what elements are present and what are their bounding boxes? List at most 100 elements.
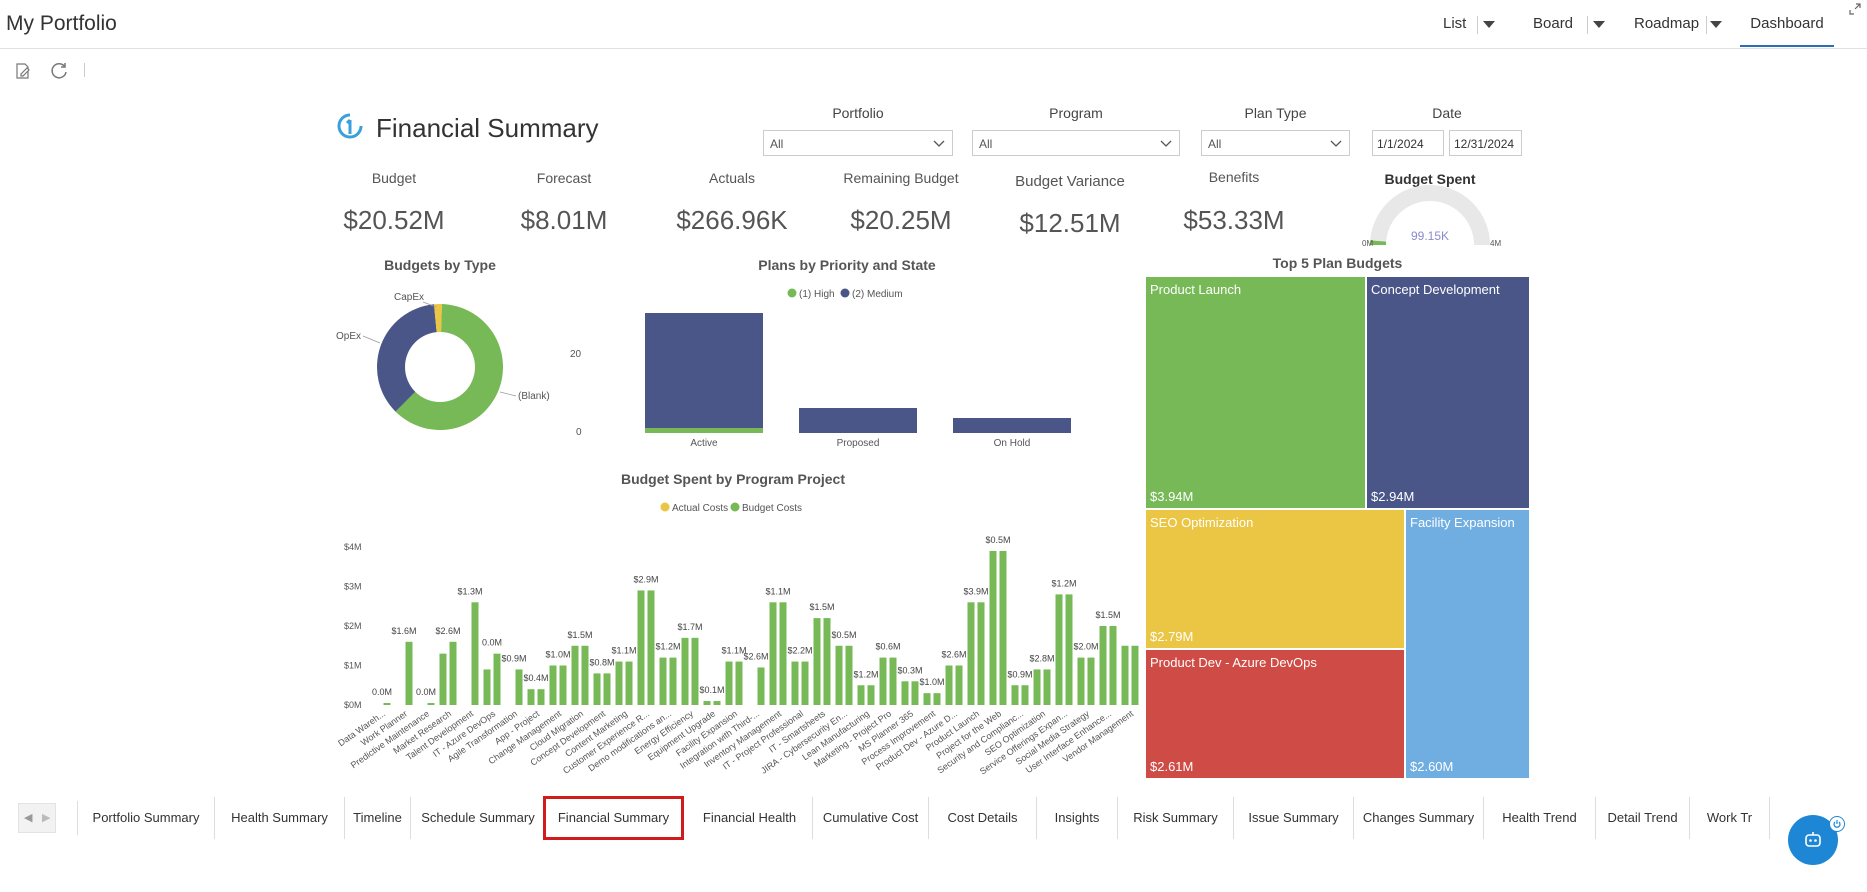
budget-costs-bar — [725, 661, 733, 705]
roadmap-dropdown-icon[interactable] — [1710, 21, 1722, 28]
y-tick-label: $2M — [344, 621, 362, 631]
data-label: 0.0M — [416, 687, 436, 697]
bot-icon — [1805, 832, 1821, 847]
tile-value: $2.61M — [1150, 759, 1194, 774]
budget-costs-bar — [757, 667, 765, 705]
refresh-icon[interactable] — [50, 61, 70, 81]
budget-costs-bar — [955, 665, 963, 705]
benefits-kpi-value: $53.33M — [1183, 205, 1285, 235]
gauge-min-label: 0M — [1362, 239, 1373, 248]
expand-icon[interactable] — [1848, 2, 1862, 16]
list-dropdown-icon[interactable] — [1483, 21, 1495, 28]
data-label: $1.0M — [919, 677, 944, 687]
program-filter-label: Program — [1049, 105, 1103, 121]
tab-scroll-buttons: ◀ ▶ — [18, 803, 56, 833]
nav-list[interactable]: List — [1443, 15, 1467, 32]
budget-costs-bar — [923, 693, 931, 705]
budget-costs-bar — [537, 689, 545, 705]
budgets-by-type-title: Budgets by Type — [384, 257, 496, 273]
nav-divider — [1706, 16, 1707, 34]
tab-timeline[interactable]: Timeline — [345, 797, 411, 839]
bar-on-hold-2medium — [953, 418, 1071, 433]
budget-costs-bar — [1121, 645, 1129, 705]
x-label-proposed: Proposed — [837, 438, 880, 449]
tab-portfolio-summary[interactable]: Portfolio Summary — [78, 797, 215, 839]
budget-costs-bar — [659, 657, 667, 705]
nav-dashboard[interactable]: Dashboard — [1740, 0, 1834, 47]
report-logo-icon — [337, 113, 363, 139]
remaining-budget-kpi-value: $20.25M — [850, 205, 952, 235]
plan-type-filter-dropdown[interactable]: All — [1201, 130, 1350, 156]
data-label: $0.5M — [985, 535, 1010, 545]
budget-costs-bar — [559, 665, 567, 705]
tab-detail-trend[interactable]: Detail Trend — [1596, 797, 1690, 839]
y-tick-label: $0M — [344, 700, 362, 710]
tile-name: Product Dev - Azure DevOps — [1150, 655, 1317, 670]
legend-medium-swatch — [840, 288, 850, 298]
tab-financial-health[interactable]: Financial Health — [687, 797, 813, 839]
data-label: $2.6M — [743, 651, 768, 661]
y-tick-label: 20 — [570, 349, 582, 360]
budget-costs-bar — [1033, 669, 1041, 705]
plans-by-priority-chart: (1) High (2) Medium 20 0 Active Proposed… — [570, 288, 1071, 449]
budget-costs-bar — [615, 661, 623, 705]
data-label: $0.5M — [831, 630, 856, 640]
budget-costs-bar — [1011, 685, 1019, 705]
budget-costs-bar — [967, 602, 975, 705]
treemap-tile-seo-optimization[interactable]: SEO Optimization $2.79M — [1145, 509, 1405, 649]
budget-costs-bar — [1055, 594, 1063, 705]
budget-kpi-value: $20.52M — [343, 205, 445, 235]
power-icon — [1833, 820, 1841, 828]
nav-roadmap[interactable]: Roadmap — [1634, 15, 1700, 32]
nav-board[interactable]: Board — [1533, 15, 1574, 32]
scroll-left-icon[interactable]: ◀ — [24, 812, 33, 824]
portfolio-filter-dropdown[interactable]: All — [763, 130, 953, 156]
edit-icon[interactable] — [14, 62, 32, 80]
budget-costs-bar — [703, 701, 711, 705]
tab-risk-summary[interactable]: Risk Summary — [1118, 797, 1234, 839]
end-date-input[interactable]: 12/31/2024 — [1449, 130, 1522, 156]
plans-by-priority-title: Plans by Priority and State — [758, 257, 936, 273]
board-dropdown-icon[interactable] — [1593, 21, 1605, 28]
tab-insights[interactable]: Insights — [1037, 797, 1118, 839]
budget-costs-bar — [791, 661, 799, 705]
budget-costs-bar — [911, 681, 919, 705]
budget-costs-bar — [713, 701, 721, 705]
treemap-tile-product-launch[interactable]: Product Launch $3.94M — [1145, 276, 1366, 509]
tab-changes-summary[interactable]: Changes Summary — [1354, 797, 1484, 839]
start-date-input[interactable]: 1/1/2024 — [1372, 130, 1444, 156]
program-filter-dropdown[interactable]: All — [972, 130, 1180, 156]
data-label: $0.9M — [501, 653, 526, 663]
data-label: 0.0M — [372, 687, 392, 697]
legend-high-label: (1) High — [799, 289, 835, 300]
budget-costs-bar — [681, 637, 689, 705]
scroll-right-icon[interactable]: ▶ — [42, 812, 51, 824]
budget-costs-bar — [867, 685, 875, 705]
actuals-kpi-label: Actuals — [709, 170, 755, 186]
budget-costs-bar — [483, 669, 491, 705]
y-tick-label: $1M — [344, 661, 362, 671]
budget-costs-bar — [669, 657, 677, 705]
legend-budget-swatch — [730, 502, 740, 512]
budget-costs-bar — [1065, 594, 1073, 705]
tab-cost-details[interactable]: Cost Details — [929, 797, 1037, 839]
tab-issue-summary[interactable]: Issue Summary — [1234, 797, 1354, 839]
budget-costs-bar — [1087, 657, 1095, 705]
tab-cumulative-cost[interactable]: Cumulative Cost — [813, 797, 929, 839]
data-label: 0.0M — [482, 638, 502, 648]
treemap-tile-product-dev-azure-devops[interactable]: Product Dev - Azure DevOps $2.61M — [1145, 649, 1405, 779]
chevron-down-icon — [933, 140, 945, 147]
tab-schedule-summary[interactable]: Schedule Summary — [411, 797, 546, 839]
tile-value: $2.94M — [1371, 489, 1415, 504]
tab-health-trend[interactable]: Health Trend — [1484, 797, 1596, 839]
tab-health-summary[interactable]: Health Summary — [215, 797, 345, 839]
budget-costs-bar — [1077, 657, 1085, 705]
tab-financial-summary[interactable]: Financial Summary — [543, 796, 684, 840]
treemap-tile-facility-expansion[interactable]: Facility Expansion $2.60M — [1405, 509, 1530, 779]
budget-variance-kpi-value: $12.51M — [1019, 208, 1121, 238]
tab-work-tr[interactable]: Work Tr — [1690, 797, 1770, 839]
data-label: $0.4M — [523, 673, 548, 683]
treemap-tile-concept-development[interactable]: Concept Development $2.94M — [1366, 276, 1530, 509]
tile-name: Concept Development — [1371, 282, 1500, 297]
budget-costs-bar — [405, 641, 413, 705]
